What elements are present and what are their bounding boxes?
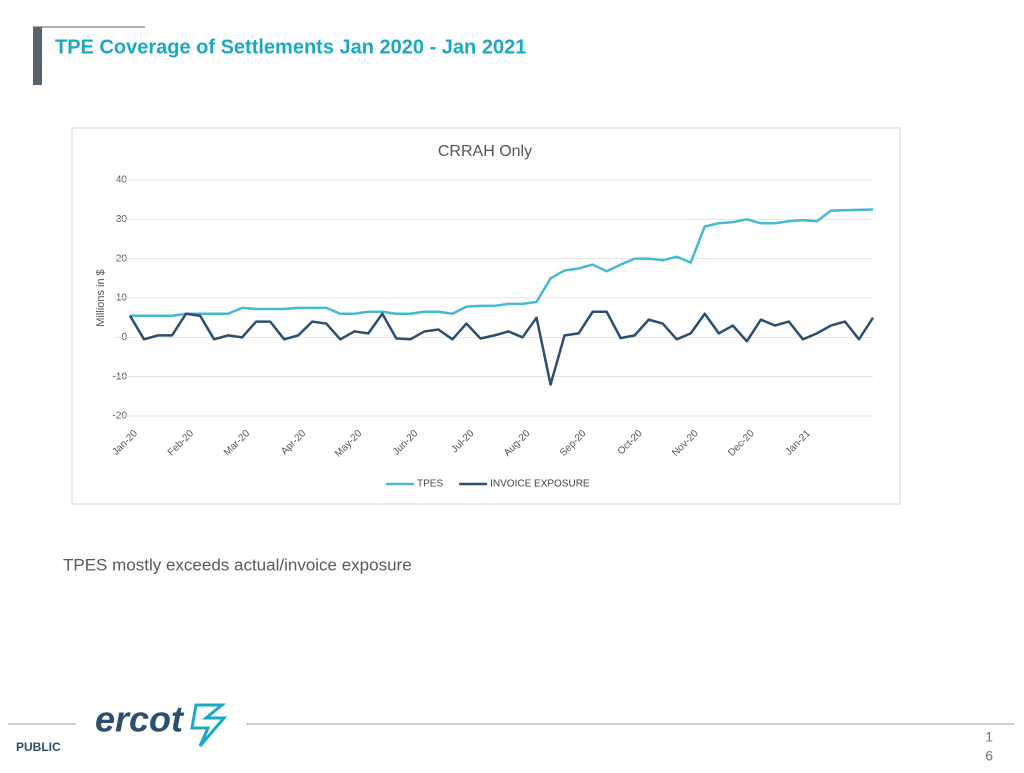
chart-title: CRRAH Only — [438, 143, 532, 160]
legend-label: TPES — [417, 479, 443, 490]
page-number: 6 — [985, 748, 993, 764]
legend-label: INVOICE EXPOSURE — [490, 479, 590, 490]
classification: PUBLIC — [16, 740, 61, 754]
caption: TPES mostly exceeds actual/invoice expos… — [63, 555, 412, 574]
title-bar — [33, 27, 42, 85]
logo: ercot — [95, 699, 185, 740]
chart-frame — [71, 127, 901, 505]
series-line — [128, 310, 875, 386]
slide-title: TPE Coverage of Settlements Jan 2020 - J… — [55, 36, 526, 58]
series-line — [130, 208, 874, 317]
logo-mark — [190, 703, 228, 747]
y-axis-label: Millions in $ — [95, 269, 107, 326]
page-number: 1 — [985, 729, 993, 745]
